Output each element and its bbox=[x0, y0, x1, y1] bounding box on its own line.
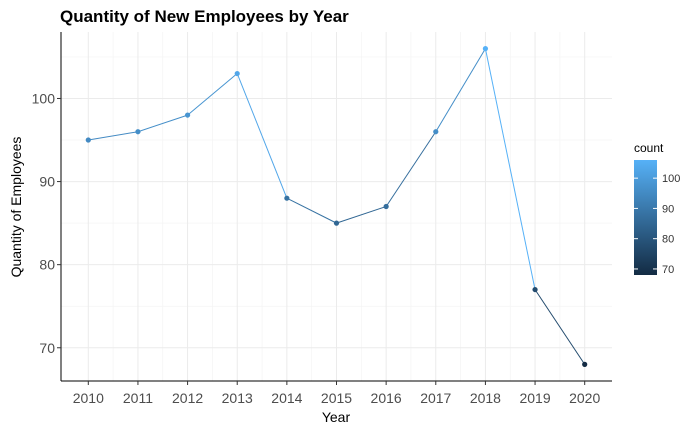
grid bbox=[61, 32, 612, 381]
x-tick-label: 2012 bbox=[172, 390, 203, 406]
series-line-segment bbox=[435, 48, 486, 132]
x-axis-title: Year bbox=[322, 409, 351, 425]
series-line-segment bbox=[236, 73, 288, 199]
x-tick-label: 2017 bbox=[420, 390, 451, 406]
ticks: 2010 2011 2012 2013 2014 2015 2016 2017 2018 2019… bbox=[32, 90, 601, 406]
data-point bbox=[532, 286, 538, 293]
x-tick-label: 2019 bbox=[519, 390, 550, 406]
chart-title: Quantity of New Employees by Year bbox=[60, 7, 349, 26]
legend-tick-label: 70 bbox=[662, 264, 674, 276]
data-point bbox=[433, 129, 439, 135]
x-tick-label: 2018 bbox=[470, 390, 501, 406]
y-tick-label: 80 bbox=[39, 257, 55, 273]
data-point bbox=[135, 129, 141, 135]
x-tick-label: 2014 bbox=[271, 390, 302, 406]
legend-tick-label: 80 bbox=[662, 234, 674, 246]
data-point bbox=[85, 137, 91, 143]
series-line-segment bbox=[484, 48, 536, 290]
legend-ticks: 70 80 90 100 bbox=[634, 173, 680, 276]
y-axis-title: Quantity of Employees bbox=[8, 137, 24, 278]
data-point bbox=[482, 46, 489, 52]
series-line-segment bbox=[336, 206, 387, 224]
legend-colorbar bbox=[634, 160, 657, 275]
series-line-segment bbox=[534, 289, 586, 365]
series-line-segment bbox=[286, 197, 337, 224]
legend: count 70 80 90 100 bbox=[634, 141, 680, 276]
series bbox=[85, 46, 588, 367]
series-line-segment bbox=[88, 131, 139, 141]
series-line-segment bbox=[137, 114, 188, 133]
data-point bbox=[333, 220, 340, 226]
legend-title: count bbox=[634, 141, 664, 155]
x-tick-label: 2010 bbox=[73, 390, 104, 406]
data-point bbox=[234, 70, 240, 77]
y-tick-label: 100 bbox=[32, 90, 56, 106]
data-point bbox=[184, 112, 191, 118]
x-tick-label: 2011 bbox=[123, 390, 153, 406]
series-line-segment bbox=[385, 131, 437, 207]
legend-tick-label: 90 bbox=[662, 203, 674, 215]
series-line-segment bbox=[187, 73, 238, 116]
x-tick-label: 2015 bbox=[321, 390, 352, 406]
data-point bbox=[383, 203, 389, 210]
data-point bbox=[582, 361, 588, 367]
x-tick-label: 2016 bbox=[371, 390, 402, 406]
legend-tick-label: 100 bbox=[662, 173, 680, 185]
y-tick-label: 70 bbox=[39, 340, 55, 356]
data-point bbox=[284, 195, 290, 201]
y-tick-label: 90 bbox=[39, 174, 55, 190]
x-tick-label: 2013 bbox=[222, 390, 253, 406]
x-tick-label: 2020 bbox=[569, 390, 600, 406]
